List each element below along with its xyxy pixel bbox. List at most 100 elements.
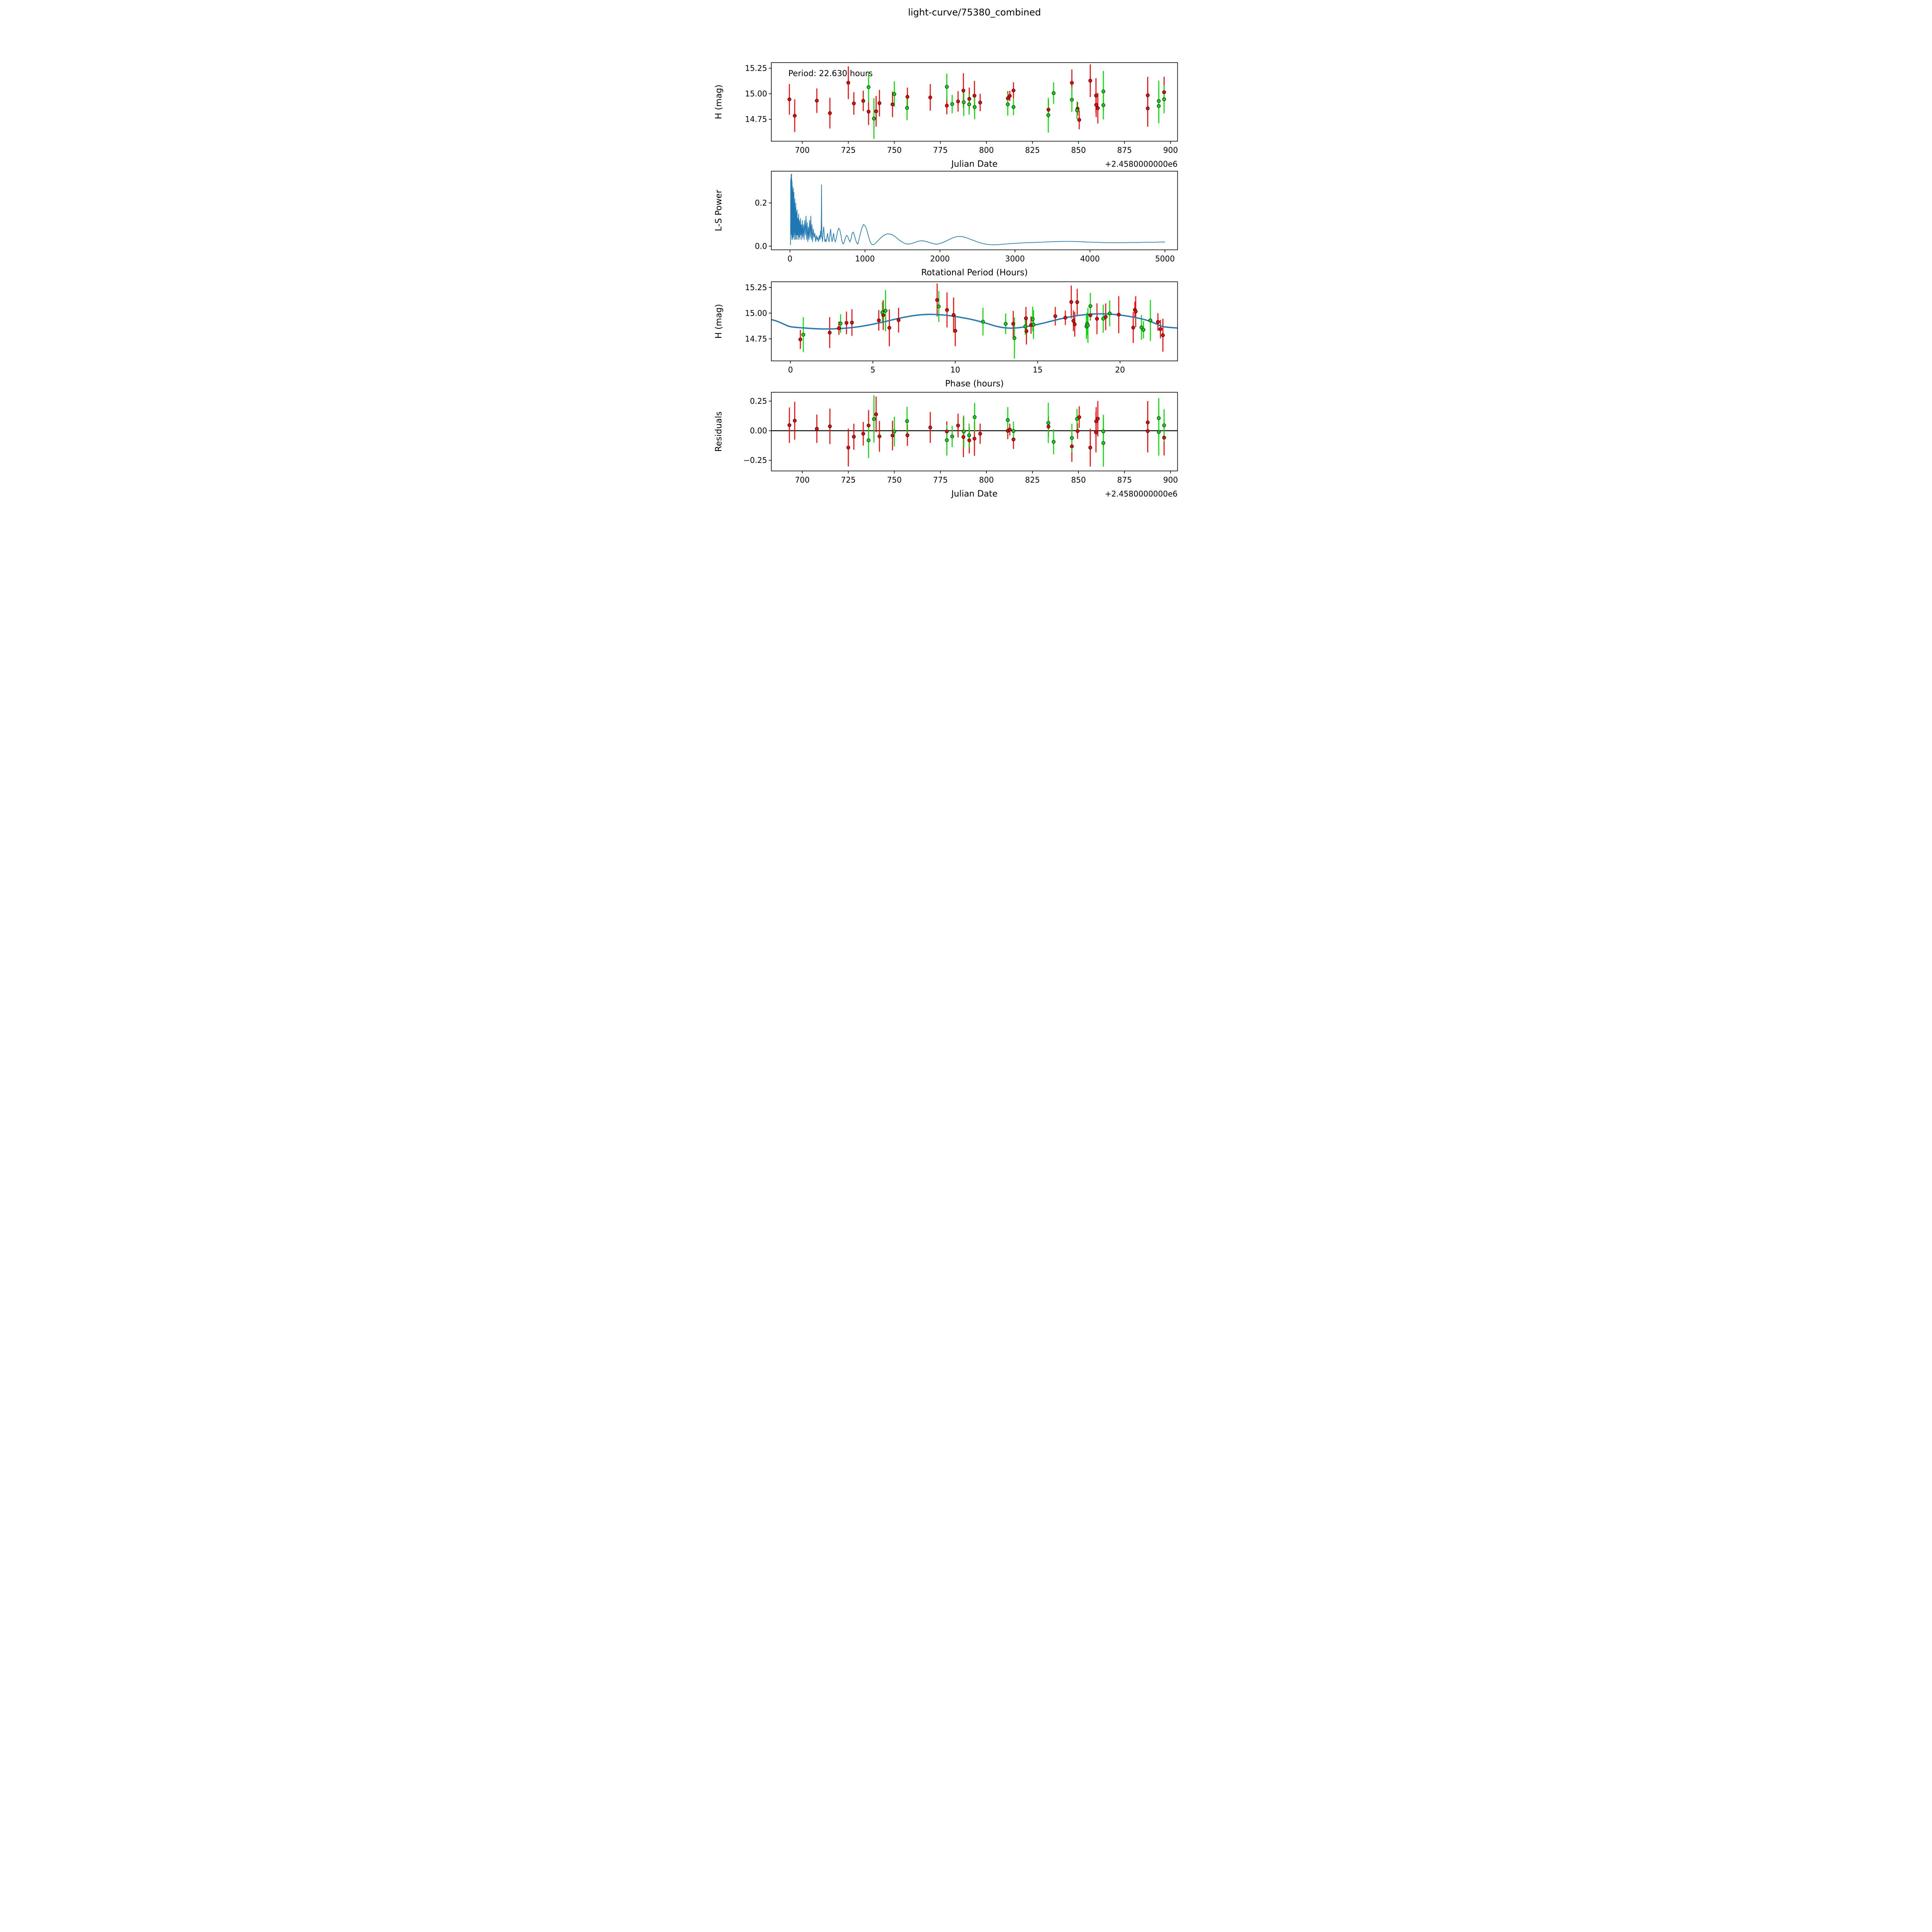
- data-point: [852, 435, 856, 439]
- data-point: [1031, 317, 1035, 321]
- data-point: [1094, 430, 1098, 434]
- data-point: [872, 116, 876, 121]
- data-point: [852, 101, 856, 105]
- data-point: [815, 427, 819, 431]
- x-tick-label: 15: [1033, 365, 1043, 374]
- data-point: [1094, 94, 1098, 98]
- data-point: [1162, 423, 1166, 427]
- data-point: [935, 298, 939, 302]
- y-tick-label: 0.25: [750, 396, 767, 406]
- data-point: [892, 92, 896, 96]
- data-point: [967, 97, 971, 101]
- data-point: [1024, 316, 1028, 320]
- data-point: [1046, 425, 1051, 429]
- data-point: [890, 102, 895, 106]
- data-point: [1008, 94, 1012, 98]
- period-annotation: Period: 22.630 hours: [788, 69, 872, 78]
- panel-periodogram-content: [790, 174, 1165, 245]
- data-point: [815, 99, 819, 103]
- panel-periodogram-frame: 0 1000 2000 3000 4000 5000 0.0 0.2: [755, 171, 1178, 264]
- data-point: [1088, 446, 1092, 450]
- data-point: [1012, 429, 1015, 433]
- data-point: [874, 412, 878, 417]
- data-point: [967, 102, 971, 106]
- x-tick-label: 0: [787, 254, 793, 264]
- data-point: [1075, 429, 1080, 433]
- data-point: [1051, 440, 1056, 444]
- panel-residuals-content: [771, 395, 1178, 467]
- y-tick-label: 14.75: [745, 334, 767, 344]
- data-point: [1012, 88, 1015, 92]
- data-point: [928, 425, 932, 430]
- red-markers-phased-lightcurve: [798, 298, 1165, 342]
- data-point: [1069, 300, 1073, 304]
- y-tick-label: 14.75: [745, 115, 767, 124]
- data-point: [1088, 304, 1092, 308]
- data-point: [1012, 336, 1017, 340]
- xlabel-jd-lightcurve: Julian Date: [951, 160, 998, 169]
- data-point: [1131, 325, 1135, 330]
- red-markers-residuals: [787, 412, 1166, 450]
- panel-jd-lightcurve-frame: 700 725 750 775 800 825 850 875 900 14.75 15.00 15.…: [745, 62, 1178, 155]
- data-point: [887, 326, 891, 330]
- panel-jd-lightcurve-content: [787, 64, 1166, 139]
- y-tick-label: 0.0: [755, 242, 767, 251]
- data-point: [945, 308, 949, 312]
- x-tick-label: 900: [1163, 146, 1178, 155]
- x-tick-label: 700: [795, 475, 810, 485]
- y-tick-label: 15.00: [745, 308, 767, 318]
- ylabel-phased-lightcurve: H (mag): [714, 304, 724, 339]
- data-point: [846, 446, 850, 450]
- data-point: [1146, 93, 1150, 97]
- x-tick-label: 0: [788, 365, 793, 374]
- x-tick-label: 875: [1117, 475, 1132, 485]
- y-tick-label: 15.25: [745, 64, 767, 73]
- y-tick-label: 0.2: [755, 198, 767, 207]
- data-point: [801, 333, 805, 337]
- data-point: [850, 320, 854, 325]
- x-tick-label: 4000: [1080, 254, 1100, 264]
- x-tick-label: 1000: [855, 254, 875, 264]
- data-point: [1075, 108, 1079, 112]
- data-point: [1141, 328, 1146, 332]
- data-point: [1139, 325, 1143, 330]
- x-tick-label: 10: [950, 365, 960, 374]
- data-point: [846, 81, 850, 85]
- data-point: [1086, 323, 1090, 328]
- data-point: [1094, 103, 1098, 107]
- data-point: [962, 100, 966, 104]
- data-point: [878, 434, 881, 439]
- x-tick-label: 700: [795, 146, 810, 155]
- y-tick-label: −0.25: [743, 456, 767, 465]
- x-tick-label: 775: [933, 475, 948, 485]
- data-point: [1024, 329, 1029, 333]
- data-point: [1101, 441, 1105, 445]
- data-point: [1162, 435, 1166, 440]
- data-point: [878, 101, 881, 105]
- data-point: [937, 304, 941, 308]
- data-point: [1134, 310, 1138, 314]
- data-point: [787, 97, 791, 101]
- data-point: [1161, 333, 1165, 337]
- data-point: [928, 95, 932, 99]
- data-point: [905, 95, 910, 99]
- data-point: [861, 432, 865, 436]
- data-point: [952, 313, 956, 317]
- xlabel-periodogram: Rotational Period (Hours): [921, 268, 1028, 278]
- data-point: [1070, 436, 1074, 440]
- data-point: [1096, 417, 1100, 421]
- data-point: [1011, 322, 1015, 326]
- fit-curve: [771, 313, 1178, 330]
- data-point: [973, 94, 976, 98]
- data-point: [953, 329, 957, 333]
- data-point: [828, 424, 832, 429]
- x-tick-label: 800: [979, 146, 994, 155]
- data-point: [1095, 317, 1099, 321]
- data-point: [867, 423, 871, 427]
- green-markers-residuals: [867, 415, 1166, 445]
- data-point: [1096, 106, 1100, 110]
- data-point: [1148, 318, 1152, 323]
- data-point: [1101, 429, 1105, 434]
- data-point: [896, 318, 901, 322]
- x-tick-label: 750: [887, 475, 901, 485]
